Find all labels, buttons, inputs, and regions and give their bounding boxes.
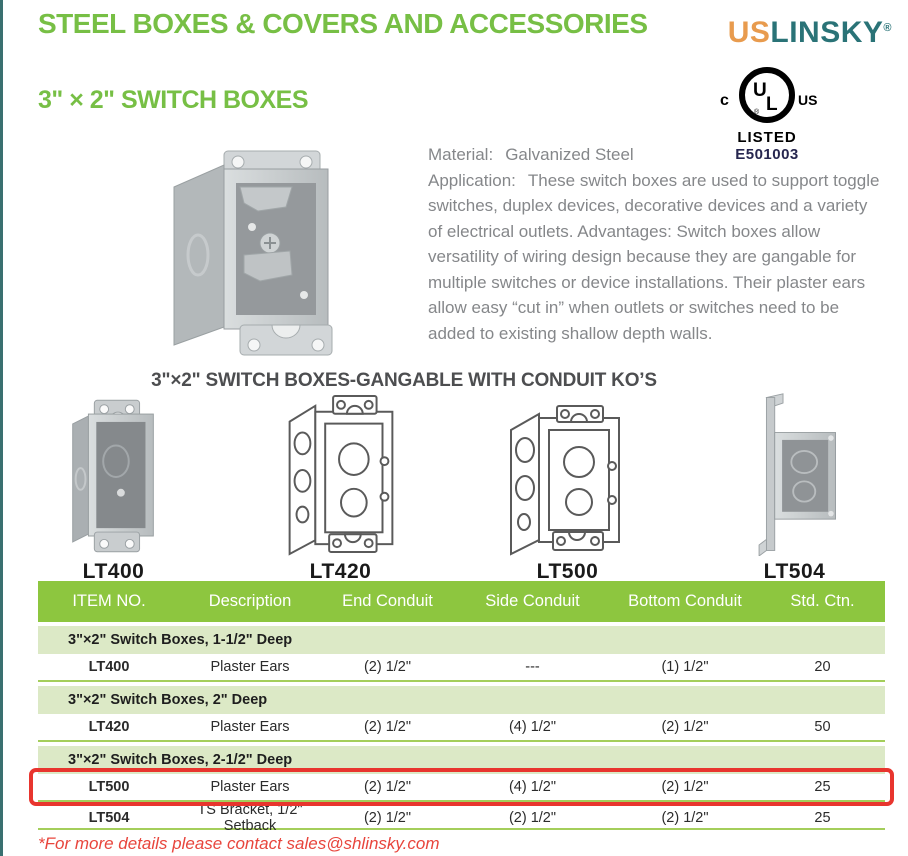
gallery-label-lt400: LT400 (82, 560, 145, 583)
page-title: STEEL BOXES & COVERS AND ACCESSORIES (38, 8, 648, 39)
cell-item: LT400 (88, 659, 130, 675)
col-header-item-no: ITEM NO. (72, 592, 146, 610)
col-header-description: Description (208, 592, 292, 610)
cell-item: LT500 (88, 779, 130, 795)
table-header-row: ITEM NO. Description End Conduit Side Co… (38, 581, 885, 622)
cell-end-conduit: (2) 1/2" (363, 810, 412, 826)
ul-letter-l: L (766, 94, 778, 115)
product-photo-lt400 (71, 399, 154, 553)
table-row-lt420: LT420 Plaster Ears (2) 1/2" (4) 1/2" (2)… (38, 714, 885, 742)
gallery-item-lt500: LT500 (454, 392, 681, 584)
ul-certification-block: c U L ® US LISTED E501003 (696, 64, 838, 163)
gallery-heading: 3"×2" SWITCH BOXES-GANGABLE WITH CONDUIT… (151, 370, 657, 391)
ul-registered-symbol: ® (754, 108, 760, 116)
cell-description: Plaster Ears (210, 719, 290, 735)
cell-description: Plaster Ears (210, 779, 290, 795)
spec-table: ITEM NO. Description End Conduit Side Co… (29, 581, 894, 834)
application-text: These switch boxes are used to support t… (428, 170, 880, 343)
material-label: Material: (428, 145, 494, 164)
application-paragraph: Application: These switch boxes are used … (428, 168, 884, 347)
ul-us-label: US (798, 92, 817, 108)
material-line: Material: Galvanized Steel (428, 142, 884, 168)
col-header-side-conduit: Side Conduit (485, 592, 580, 610)
material-value: Galvanized Steel (505, 145, 634, 164)
cell-side-conduit: (4) 1/2" (508, 779, 557, 795)
cell-std-ctn: 25 (814, 779, 831, 795)
ul-file-number: E501003 (735, 146, 799, 163)
cell-side-conduit: (2) 1/2" (508, 810, 557, 826)
application-label: Application: (428, 170, 516, 190)
footnote: *For more details please contact sales@s… (38, 834, 440, 854)
cell-description: Plaster Ears (210, 659, 290, 675)
ul-certification-mark-icon: c U L ® US (720, 67, 817, 123)
col-header-bottom-conduit: Bottom Conduit (628, 592, 742, 610)
gallery-label-lt504: LT504 (763, 560, 826, 583)
cell-end-conduit: (2) 1/2" (363, 659, 412, 675)
table-group-row-3: 3"×2" Switch Boxes, 2-1/2" Deep (38, 746, 885, 774)
gallery-label-lt420: LT420 (309, 560, 372, 583)
cell-item: LT420 (88, 719, 130, 735)
gallery-label-lt500: LT500 (536, 560, 599, 583)
cell-side-conduit: --- (525, 659, 540, 675)
hero-product-photo-switch-box (173, 150, 333, 356)
product-drawing-lt420 (288, 394, 393, 556)
table-group-row-2: 3"×2" Switch Boxes, 2" Deep (38, 686, 885, 714)
cell-std-ctn: 20 (814, 659, 831, 675)
product-drawing-lt500 (509, 405, 620, 556)
ul-letter-u: U (753, 80, 767, 101)
gallery-item-lt400: LT400 (0, 392, 227, 584)
product-photo-lt504 (758, 393, 836, 556)
brand-logo-us: US (727, 16, 771, 49)
brand-logo: USLINSKY® (728, 16, 892, 50)
cell-bottom-conduit: (2) 1/2" (661, 810, 709, 826)
cell-bottom-conduit: (2) 1/2" (661, 779, 709, 795)
cell-bottom-conduit: (2) 1/2" (661, 719, 709, 735)
gallery-item-lt420: LT420 (227, 392, 454, 584)
ul-c-label: c (720, 92, 729, 109)
cell-bottom-conduit: (1) 1/2" (661, 659, 709, 675)
cell-end-conduit: (2) 1/2" (363, 719, 412, 735)
section-title: 3" × 2" SWITCH BOXES (38, 86, 309, 114)
col-header-end-conduit: End Conduit (342, 592, 433, 610)
footnote-text: *For more details please contact (38, 834, 287, 853)
cell-side-conduit: (4) 1/2" (508, 719, 557, 735)
product-info-text: Material: Galvanized Steel Application: Th… (428, 142, 884, 346)
table-group-row-1: 3"×2" Switch Boxes, 1-1/2" Deep (38, 626, 885, 654)
cell-description: TS Bracket, 1/2" Setback (197, 802, 303, 834)
ul-circle (739, 67, 795, 123)
col-header-std-ctn: Std. Ctn. (790, 592, 855, 610)
cell-end-conduit: (2) 1/2" (363, 779, 412, 795)
registered-trademark-symbol: ® (883, 22, 892, 34)
cell-item: LT504 (88, 810, 130, 826)
page-edge-line (0, 0, 3, 856)
brand-logo-linsky: LINSKY (770, 16, 884, 49)
gallery-item-lt504: LT504 (681, 392, 908, 584)
cell-std-ctn: 25 (814, 810, 831, 826)
table-row-lt400: LT400 Plaster Ears (2) 1/2" --- (1) 1/2"… (38, 654, 885, 682)
table-row-lt500-highlighted: LT500 Plaster Ears (2) 1/2" (4) 1/2" (2)… (29, 768, 894, 806)
sales-email-link[interactable]: sales@shlinsky.com (286, 834, 440, 853)
cell-std-ctn: 50 (814, 719, 831, 735)
product-gallery: LT400 (0, 392, 908, 584)
table-row-lt504: LT504 TS Bracket, 1/2" Setback (2) 1/2" … (38, 802, 885, 834)
ul-listed-label: LISTED (737, 129, 797, 146)
